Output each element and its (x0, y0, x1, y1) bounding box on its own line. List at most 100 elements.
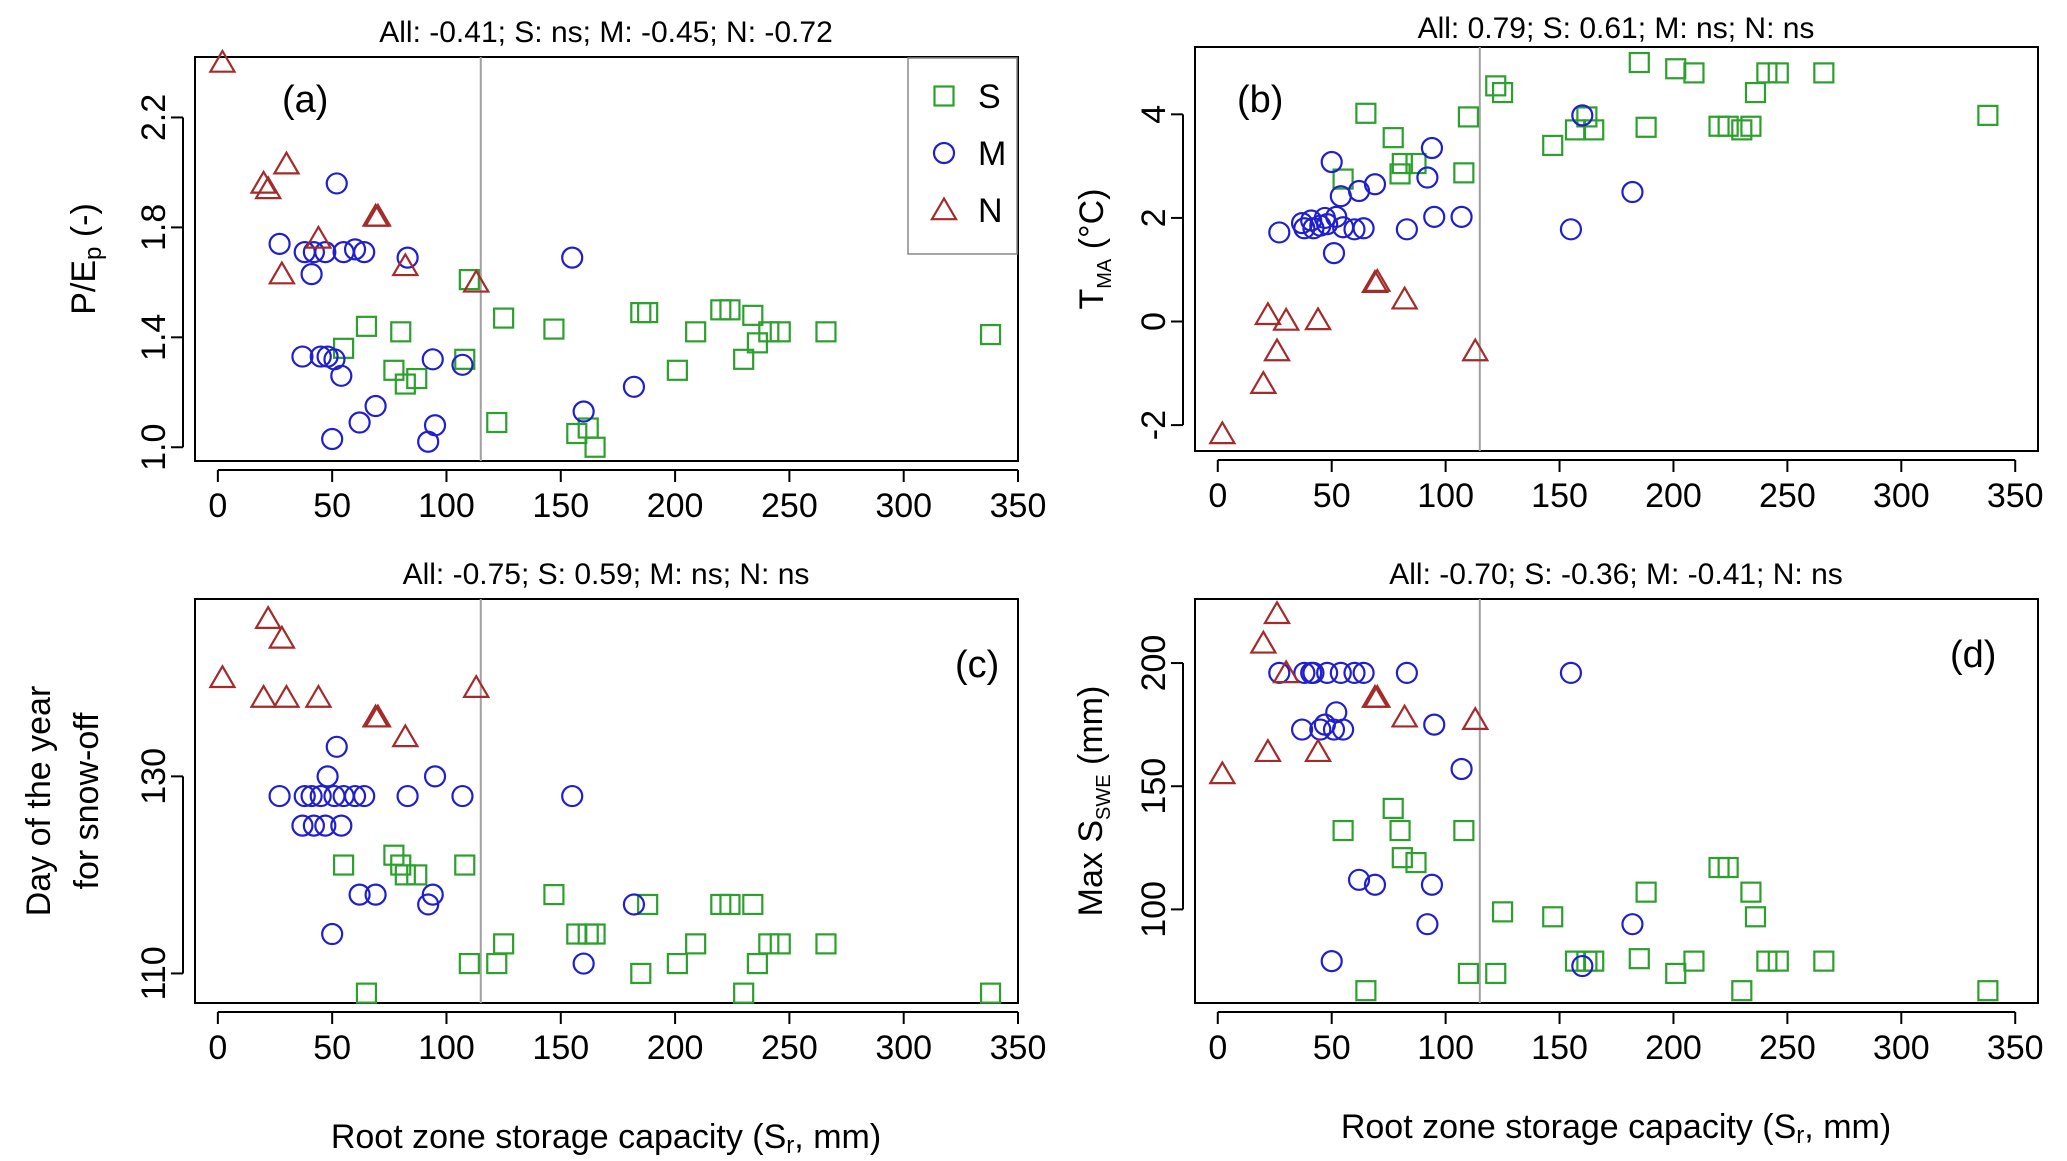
point-S-a (815, 321, 837, 343)
point-M-d (1571, 954, 1594, 978)
point-M-c (321, 922, 344, 946)
point-S-d (1756, 950, 1778, 972)
x-tick-label-a: 100 (418, 487, 475, 525)
point-S-d (1740, 881, 1762, 903)
y-axis-label-b: TMA (°C) (1073, 188, 1116, 309)
point-M-b (1621, 180, 1644, 204)
y-tick-label-b: -2 (1135, 410, 1173, 440)
point-N-a (267, 260, 296, 285)
point-S-c (815, 933, 837, 955)
point-S-b (1355, 102, 1377, 124)
point-M-a (364, 394, 387, 418)
point-N-a (391, 252, 420, 277)
y-tick-label-c: 110 (135, 946, 173, 1000)
point-S-c (979, 982, 1002, 1004)
point-S-a (685, 321, 707, 343)
point-S-b (1453, 162, 1475, 184)
point-M-d (1331, 718, 1355, 741)
point-S-b (1740, 115, 1762, 137)
point-M-b (1352, 217, 1375, 240)
point-S-b (1628, 51, 1650, 74)
point-M-c (451, 784, 474, 808)
point-S-c (758, 933, 780, 955)
point-S-b (1665, 58, 1687, 80)
point-N-b (1263, 337, 1292, 362)
x-tick-label-b: 300 (1873, 477, 1930, 515)
point-S-d (1332, 819, 1354, 842)
point-M-a (396, 246, 419, 269)
x-tick-label-d: 200 (1645, 1029, 1702, 1067)
panel-label-d: (d) (1950, 634, 1996, 676)
point-M-d (1621, 913, 1644, 936)
point-S-a (746, 332, 768, 354)
point-N-b (1208, 420, 1237, 445)
y-tick-label-d: 100 (1135, 881, 1173, 938)
plot-frame-b (1194, 46, 2039, 452)
point-S-b (1767, 62, 1789, 84)
point-S-d (1744, 906, 1767, 928)
point-M-d (1423, 713, 1446, 736)
point-S-a (630, 301, 652, 324)
point-S-c (406, 864, 428, 886)
point-S-b (1717, 115, 1739, 137)
point-M-c (572, 952, 595, 975)
point-M-b (1416, 166, 1439, 189)
point-S-c (566, 923, 588, 945)
point-S-d (1731, 980, 1753, 1002)
point-S-c (719, 893, 741, 916)
x-tick-label-b: 100 (1417, 477, 1474, 515)
point-N-d (1304, 738, 1333, 763)
panel-label-c: (c) (955, 644, 999, 686)
point-S-d (1457, 962, 1480, 985)
point-N-d (1272, 659, 1301, 684)
point-S-c (769, 933, 791, 955)
point-M-a (423, 414, 447, 437)
point-N-d (1253, 738, 1282, 763)
point-M-d (1450, 757, 1473, 781)
point-M-c (316, 765, 339, 788)
y-axis-label-c-line2: for snow-off (68, 712, 106, 890)
plot-area-d: 0 50 100 150 200 250 300 350 100 150 200 (1135, 599, 2044, 1067)
point-M-c (302, 814, 325, 837)
plot-area-a: 0 50 100 150 200 250 300 350 1.0 1.4 1.8 2.2 (135, 48, 1047, 525)
point-M-c (314, 814, 337, 837)
point-N-d (1208, 760, 1237, 785)
point-S-a (584, 436, 606, 458)
point-M-a (268, 232, 291, 255)
point-S-b (1744, 81, 1767, 104)
point-S-b (1977, 104, 1999, 126)
point-M-c (309, 784, 332, 808)
point-S-b (1756, 62, 1778, 84)
point-S-c (454, 854, 476, 876)
x-tick-label-d: 0 (1208, 1029, 1227, 1067)
y-tick-label-b: 4 (1135, 105, 1173, 124)
panel-title-a: All: -0.41; S: ns; M: -0.45; N: -0.72 (379, 16, 833, 49)
x-tick-label-a: 350 (990, 487, 1047, 525)
point-S-d (1635, 881, 1657, 903)
point-N-b (1253, 301, 1282, 326)
point-S-c (394, 864, 416, 886)
x-tick-label-c: 150 (532, 1029, 589, 1067)
panel-title-b: All: 0.79; S: 0.61; M: ns; N: ns (1418, 12, 1815, 45)
y-tick-label-d: 200 (1135, 635, 1173, 692)
point-M-c (396, 784, 419, 808)
point-S-b (1457, 106, 1480, 128)
point-M-a (309, 345, 332, 368)
point-M-a (561, 246, 584, 269)
point-M-d (1290, 718, 1314, 741)
point-N-c (363, 703, 392, 728)
point-N-a (249, 169, 278, 194)
point-S-a (383, 359, 405, 381)
point-N-d (1461, 706, 1490, 731)
point-N-c (272, 683, 301, 708)
point-M-a (330, 364, 353, 387)
point-M-d (1395, 661, 1418, 685)
x-tick-label-a: 0 (208, 487, 227, 525)
point-M-d (1309, 718, 1332, 741)
point-M-b (1343, 218, 1366, 241)
point-N-a (462, 268, 491, 293)
point-M-b (1450, 205, 1473, 228)
point-S-d (1813, 950, 1835, 972)
point-N-b (1390, 285, 1419, 310)
